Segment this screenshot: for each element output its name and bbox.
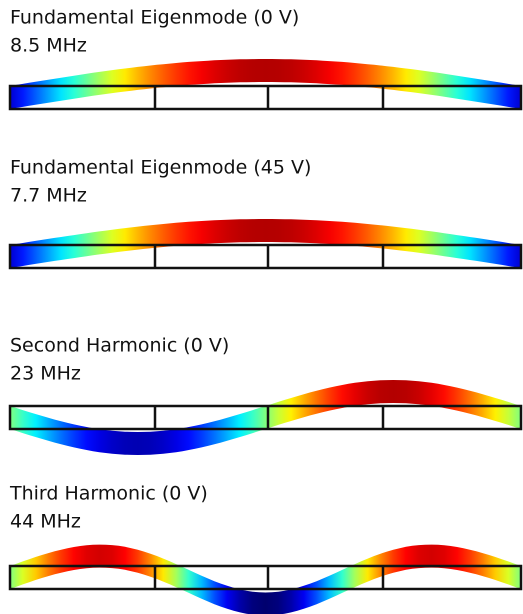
frequency-label: 8.5 MHz	[10, 35, 87, 57]
deformed-beam	[10, 545, 521, 614]
panel-title: Second Harmonic (0 V)	[10, 335, 229, 357]
deformed-beam	[10, 380, 521, 455]
deformed-beam	[10, 219, 521, 268]
frequency-label: 23 MHz	[10, 363, 81, 385]
panel-title: Fundamental Eigenmode (45 V)	[10, 157, 311, 179]
frequency-label: 7.7 MHz	[10, 185, 87, 207]
panel-title: Fundamental Eigenmode (0 V)	[10, 7, 299, 29]
beam-outline	[10, 566, 521, 589]
figure: Fundamental Eigenmode (0 V) 8.5 MHz Fundam…	[0, 0, 523, 614]
panel-title: Third Harmonic (0 V)	[9, 483, 208, 505]
deformed-beam	[10, 59, 521, 109]
frequency-label: 44 MHz	[10, 511, 81, 533]
